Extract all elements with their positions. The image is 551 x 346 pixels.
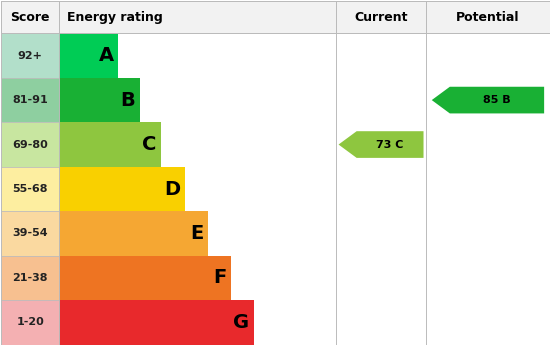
Bar [59, 256, 231, 300]
Bar [59, 300, 253, 345]
Bar [2, 300, 59, 345]
Bar [2, 34, 59, 78]
Text: 73 C: 73 C [376, 139, 404, 149]
Text: A: A [99, 46, 114, 65]
Text: F: F [213, 268, 226, 288]
Bar [2, 122, 59, 167]
Polygon shape [432, 87, 544, 113]
Bar [2, 78, 59, 122]
Text: C: C [142, 135, 156, 154]
Text: Energy rating: Energy rating [67, 11, 163, 24]
Text: Potential: Potential [456, 11, 520, 24]
Bar [336, 1, 426, 34]
Bar [2, 256, 59, 300]
Text: G: G [233, 313, 249, 332]
Text: 81-91: 81-91 [12, 95, 48, 105]
Polygon shape [338, 131, 424, 158]
Bar [59, 122, 161, 167]
Bar [59, 34, 118, 78]
Text: 92+: 92+ [18, 51, 42, 61]
Bar [2, 167, 59, 211]
Bar [59, 167, 185, 211]
Bar [336, 34, 549, 345]
Bar [2, 211, 59, 256]
Text: D: D [165, 180, 181, 199]
Text: 55-68: 55-68 [13, 184, 48, 194]
Bar [59, 211, 208, 256]
Bar [2, 1, 59, 34]
Text: 21-38: 21-38 [13, 273, 48, 283]
Text: E: E [190, 224, 203, 243]
Bar [426, 1, 549, 34]
Text: Current: Current [354, 11, 408, 24]
Text: 69-80: 69-80 [12, 139, 48, 149]
Text: 39-54: 39-54 [12, 228, 48, 238]
Bar [59, 1, 336, 34]
Text: Score: Score [10, 11, 50, 24]
Text: B: B [121, 91, 135, 110]
Text: 85 B: 85 B [483, 95, 511, 105]
Bar [253, 34, 336, 345]
Text: 1-20: 1-20 [17, 317, 44, 327]
Bar [59, 78, 139, 122]
